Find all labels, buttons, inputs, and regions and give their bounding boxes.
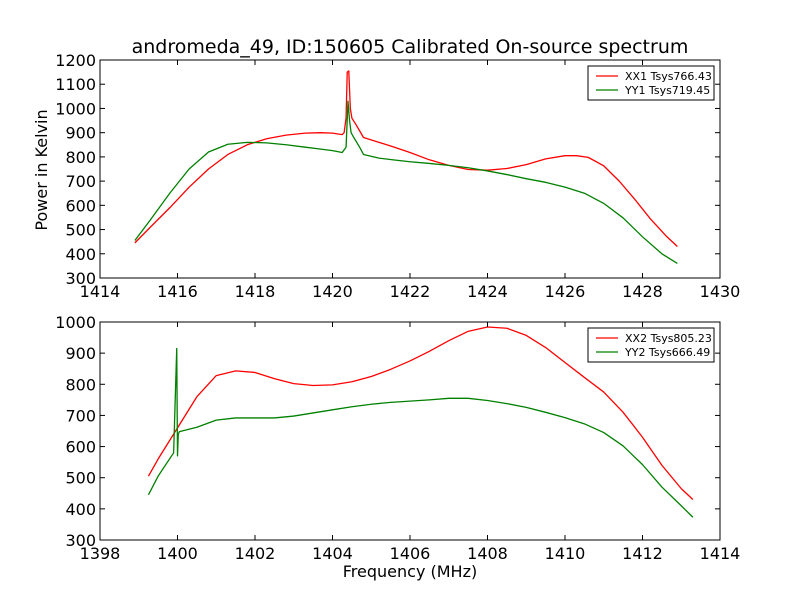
x-tick-label: 1404 [312,544,353,563]
x-tick-label: 1424 [467,282,508,301]
x-tick-label: 1408 [467,544,508,563]
y-tick-label: 500 [65,221,96,240]
y-tick-label: 400 [65,500,96,519]
x-tick-label: 1428 [622,282,663,301]
x-tick-label: 1422 [390,282,431,301]
x-tick-label: 1420 [312,282,353,301]
x-tick-label: 1412 [622,544,663,563]
x-tick-label: 1410 [545,544,586,563]
x-tick-label: 1398 [80,544,121,563]
y-tick-label: 700 [65,172,96,191]
series-line-1 [147,326,694,500]
legend-label: YY2 Tsys666.49 [624,346,710,359]
x-tick-label: 1418 [235,282,276,301]
y-tick-label: 1100 [55,75,96,94]
y-tick-label: 1000 [55,99,96,118]
y-tick-label: 400 [65,245,96,264]
y-tick-label: 600 [65,196,96,215]
y-tick-label: 300 [65,531,96,550]
y-tick-label: 700 [65,406,96,425]
y-tick-label: 900 [65,124,96,143]
y-tick-label: 500 [65,469,96,488]
y-tick-label: 600 [65,438,96,457]
y-axis-label: Power in Kelvin [32,109,51,230]
x-tick-label: 1430 [700,282,741,301]
x-tick-label: 1426 [545,282,586,301]
y-tick-label: 1000 [55,313,96,332]
chart-top: 1414 1416 1418 1420 1422 1424 1426 1428 1430 300 4… [55,51,740,301]
y-tick-label: 800 [65,375,96,394]
x-tick-label: 1414 [700,544,741,563]
series-line-1 [134,70,678,247]
series-line-2 [147,347,694,518]
x-axis-label: Frequency (MHz) [343,562,477,581]
legend-label: YY1 Tsys719.45 [624,84,710,97]
legend-box [587,327,715,363]
legend-label: XX1 Tsys766.43 [625,70,712,83]
y-tick-label: 900 [65,344,96,363]
chart-title: andromeda_49, ID:150605 Calibrated On-so… [132,36,689,58]
y-tick-label: 300 [65,269,96,288]
x-tick-label: 1416 [157,282,198,301]
x-tick-label: 1406 [390,544,431,563]
chart-bottom: 1398 1400 1402 1404 1406 1408 1410 1412 1414 300 4… [55,313,740,563]
x-tick-label: 1414 [80,282,121,301]
legend-box [587,65,715,101]
x-tick-label: 1402 [235,544,276,563]
y-tick-label: 1200 [55,51,96,70]
series-line-2 [134,100,678,265]
y-tick-label: 800 [65,148,96,167]
x-tick-label: 1400 [157,544,198,563]
legend-label: XX2 Tsys805.23 [625,332,712,345]
